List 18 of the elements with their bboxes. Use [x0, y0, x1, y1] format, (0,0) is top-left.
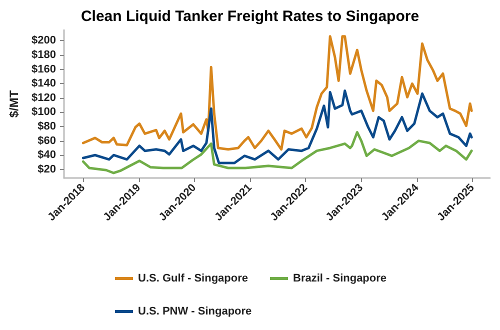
y-tick-label: $140	[32, 78, 56, 90]
y-tick-label: $100	[32, 106, 56, 118]
y-axis-title: $/MT	[7, 90, 21, 118]
y-tick-label: $20	[38, 163, 56, 176]
y-tick-label: $60	[38, 134, 56, 147]
line-series	[82, 90, 473, 164]
chart-title: Clean Liquid Tanker Freight Rates to Singapore	[80, 8, 420, 25]
legend-label: U.S. PNW - Singapore	[138, 306, 252, 318]
line-series	[82, 130, 473, 174]
y-tick-label: $40	[38, 149, 56, 162]
legend-label: U.S. Gulf - Singapore	[138, 272, 248, 284]
y-tick-label: $80	[38, 120, 56, 133]
legend-label: Brazil - Singapore	[293, 272, 387, 284]
y-tick-label: $200	[32, 34, 56, 47]
line-series	[82, 35, 473, 151]
y-tick-label: $120	[32, 92, 56, 104]
y-tick-label: $180	[32, 49, 56, 62]
y-tick-label: $160	[32, 63, 56, 76]
